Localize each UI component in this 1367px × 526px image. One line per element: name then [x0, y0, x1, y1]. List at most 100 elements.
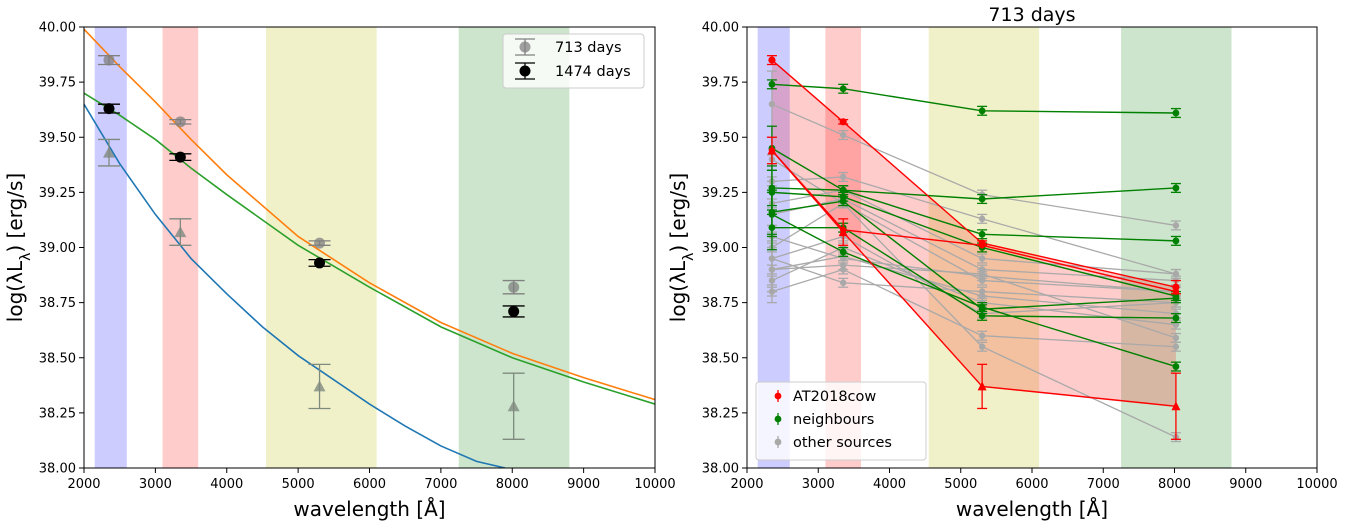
plot-area [84, 27, 655, 468]
y-tick-label: 39.25 [39, 186, 76, 201]
neighbour-point [978, 303, 986, 311]
y-tick-label: 38.25 [39, 406, 76, 421]
legend-marker [774, 438, 782, 446]
x-tick-label: 3000 [802, 477, 835, 492]
other-source-line [771, 103, 1177, 227]
neighbour-line [771, 200, 1176, 310]
neighbour-point [839, 248, 847, 256]
legend-marker [519, 65, 531, 77]
triangle-point [313, 380, 326, 392]
model-curve-1 [84, 92, 655, 405]
neighbour-point [978, 312, 986, 320]
neighbour-point [839, 197, 847, 205]
other-source-line [771, 158, 1177, 438]
other-source-point [978, 255, 986, 262]
x-tick-label: 6000 [1015, 477, 1048, 492]
neighbour-point [1172, 184, 1180, 192]
x-tick-label: 8000 [496, 477, 529, 492]
y-tick-label: 39.75 [702, 76, 739, 91]
y-axis-label: log(λLλ) [erg/s] [3, 173, 34, 322]
filter-band-1 [162, 27, 199, 468]
legend: AT2018cow neighbours other sources [755, 381, 927, 461]
other-source-line [771, 257, 1176, 304]
y-tick-label: 39.75 [39, 76, 76, 91]
legend-box [755, 381, 927, 461]
triangle-point [174, 226, 187, 238]
y-tick-label: 38.25 [702, 406, 739, 421]
other-source-line [771, 264, 1177, 339]
y-tick-label: 39.00 [39, 241, 76, 256]
data-point [314, 257, 326, 269]
x-tick-label: 3000 [139, 477, 172, 492]
legend: 713 days 1474 days [502, 33, 645, 89]
y-tick-label: 38.00 [39, 462, 76, 477]
legend-marker [519, 41, 531, 53]
other-source-line [771, 255, 1176, 315]
y-tick-label: 39.50 [702, 131, 739, 146]
y-tick-label: 40.00 [39, 21, 76, 36]
neighbour-line [771, 147, 1176, 200]
x-tick-label: 2000 [67, 477, 100, 492]
neighbour-point [1172, 237, 1180, 245]
other-source-point [1172, 343, 1180, 350]
x-tick-label: 6000 [353, 477, 386, 492]
other-source-point [978, 343, 986, 350]
neighbour-point [978, 195, 986, 203]
x-axis-label: wavelength [Å] [293, 497, 445, 521]
other-source-line [771, 268, 1176, 348]
data-point [314, 237, 326, 249]
y-axis-label: log(λLλ) [erg/s] [666, 173, 697, 322]
other-source-point [839, 261, 847, 269]
neighbour-point [978, 107, 986, 115]
legend-label: 1474 days [555, 64, 631, 80]
neighbour-line [771, 83, 1176, 114]
model-curve-0 [84, 28, 655, 401]
neighbour-point [768, 211, 776, 218]
other-source-point [768, 266, 776, 273]
data-point [174, 151, 186, 163]
neighbour-line [771, 191, 1177, 297]
y-tick-label: 38.75 [702, 296, 739, 311]
other-source-line [771, 189, 1176, 275]
left-chart: 2000 3000 4000 5000 6000 7000 8000 9000 10000 38.… [3, 21, 676, 522]
plot-area [757, 27, 1232, 468]
y-tick-label: 38.75 [39, 296, 76, 311]
neighbour-point [839, 85, 847, 93]
x-tick-label: 9000 [567, 477, 600, 492]
y-tick-label: 38.00 [702, 462, 739, 477]
legend-label: other sources [793, 435, 892, 451]
at2018cow-point [978, 242, 986, 249]
legend-box [502, 33, 645, 89]
legend-marker [774, 392, 782, 400]
other-source-line [771, 176, 1177, 275]
other-source-point [978, 332, 986, 339]
other-source-point [978, 215, 986, 223]
filter-band-0 [94, 27, 127, 468]
legend-label: 713 days [555, 40, 622, 56]
x-tick-label: 5000 [282, 477, 315, 492]
neighbour-line [771, 187, 1176, 242]
triangle-point [102, 146, 115, 158]
other-source-point [768, 100, 776, 108]
at2018cow-upper-line [771, 59, 1177, 288]
x-tick-label: 4000 [873, 477, 906, 492]
chart-title: 713 days [988, 4, 1075, 26]
x-tick-label: 4000 [210, 477, 243, 492]
at2018cow-triangle [838, 227, 848, 237]
neighbour-point [1172, 363, 1180, 370]
data-point [174, 116, 186, 128]
x-tick-label: 10000 [634, 477, 675, 492]
neighbour-line [771, 226, 1176, 319]
at2018cow-triangle [1171, 401, 1181, 411]
other-source-point [839, 131, 847, 139]
other-source-point [1172, 334, 1180, 342]
at2018cow-middle-line [771, 150, 1177, 293]
neighbour-point [1172, 109, 1180, 117]
other-source-line [771, 202, 1176, 293]
data-point [508, 305, 520, 317]
neighbour-point [1172, 314, 1180, 322]
legend-label: neighbours [793, 412, 874, 428]
neighbour-point [1172, 294, 1180, 302]
x-tick-label: 5000 [944, 477, 977, 492]
x-tick-label: 9000 [1229, 477, 1262, 492]
